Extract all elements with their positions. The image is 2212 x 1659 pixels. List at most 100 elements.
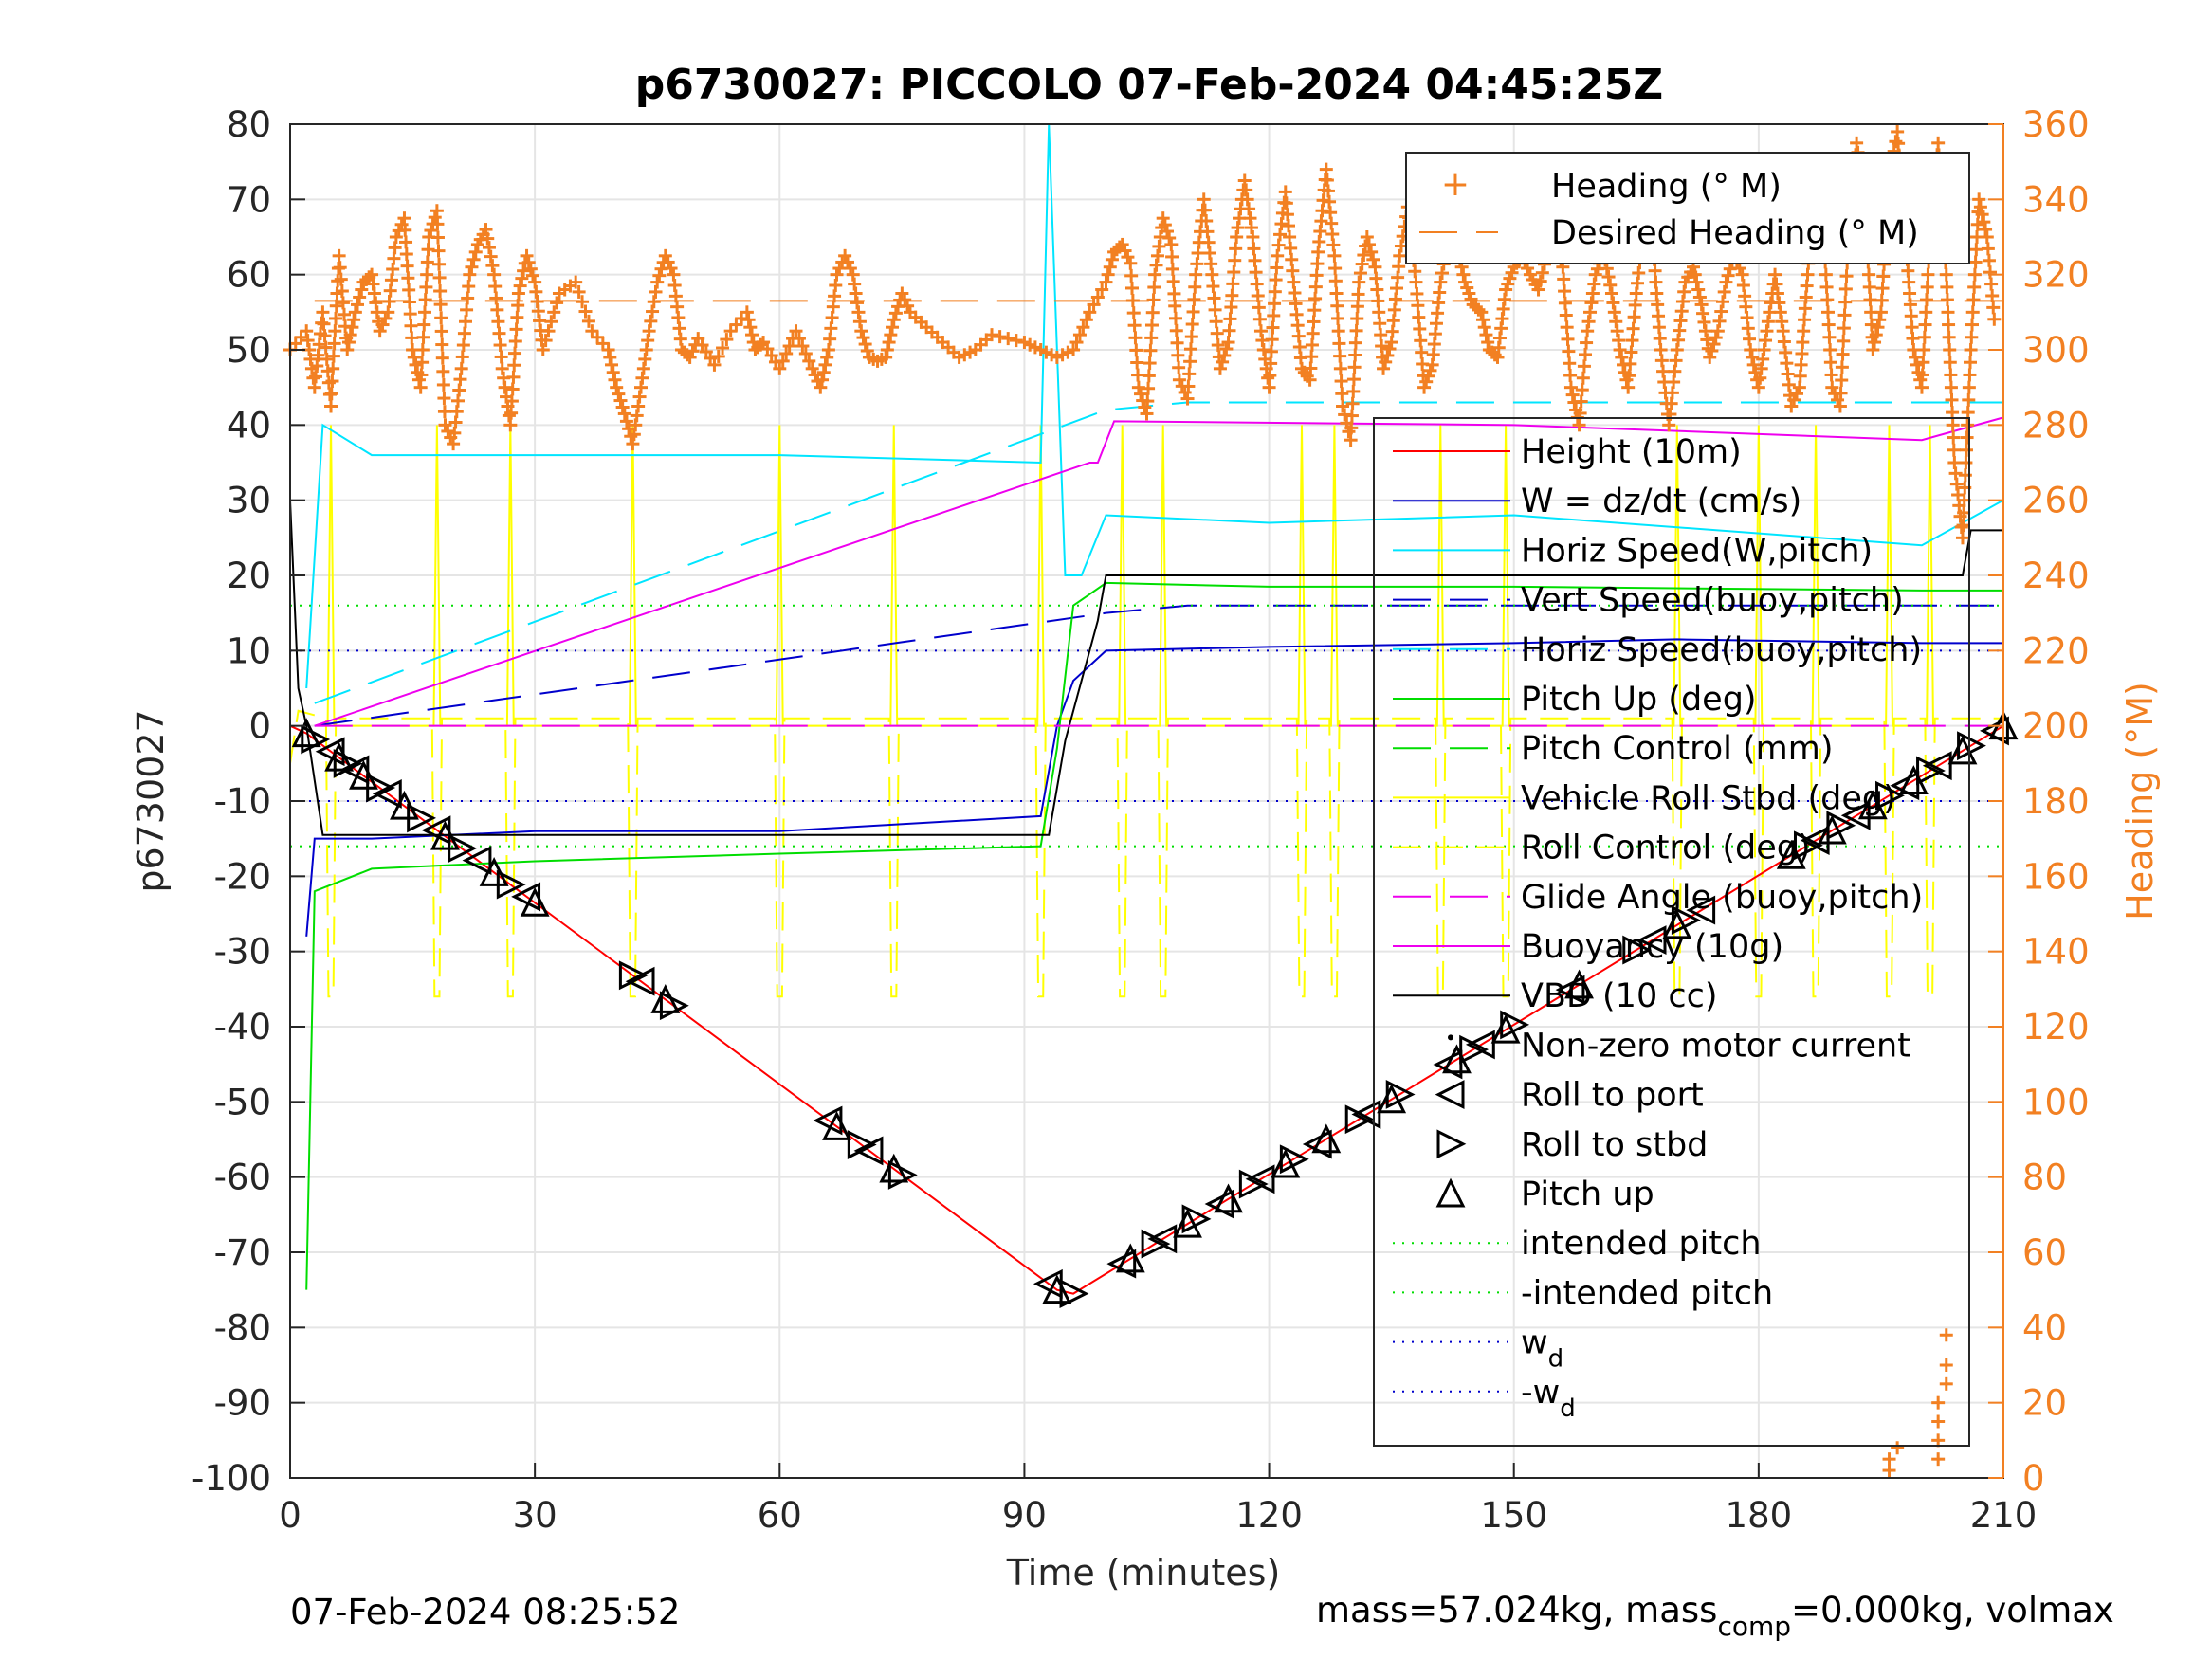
series-line-w-dz-dt-cm-s-	[305, 638, 2003, 937]
footer-timestamp: 07-Feb-2024 08:25:52	[290, 1592, 680, 1632]
y-tick-label: -40	[214, 1007, 271, 1048]
x-tick-label: 120	[1235, 1495, 1303, 1536]
pitch-marker	[1181, 1204, 1212, 1234]
axis-ticks: 0 30 60 90 120 150 180 21080706050403020100-10-…	[192, 104, 2090, 1536]
y2-tick-label: 340	[2022, 179, 2090, 220]
pitch-marker	[1115, 1243, 1145, 1273]
y-tick-label: 40	[227, 405, 271, 446]
pitch-marker	[366, 773, 396, 803]
legend-label: wd	[1521, 1324, 1563, 1374]
pitch-marker	[1826, 811, 1856, 841]
y2-tick-label: 0	[2022, 1458, 2045, 1499]
y-tick-label: 60	[227, 255, 271, 296]
pitch-marker	[847, 1130, 877, 1159]
pitch-marker	[1245, 1164, 1275, 1194]
y-tick-label: -100	[192, 1458, 271, 1499]
y2-tick-label: 100	[2022, 1082, 2090, 1122]
pitch-marker	[822, 1111, 851, 1140]
series-line-horiz-speed-w-pitch-	[305, 123, 2004, 689]
pitch-marker	[1662, 909, 1692, 939]
plot-area	[283, 123, 2019, 1478]
y-tick-label: -50	[214, 1082, 271, 1122]
legend-label: -intended pitch	[1521, 1274, 1773, 1312]
pitch-marker	[462, 846, 492, 876]
y-tick-label: -10	[214, 781, 271, 822]
x-tick-label: 150	[1480, 1495, 1547, 1536]
footer-mass: mass=57.024kg, masscomp=0.000kg, volmax	[1316, 1590, 2114, 1642]
y-tick-label: -30	[214, 932, 271, 973]
legend-label-sub: d	[1548, 1345, 1564, 1374]
legend-label-base: w	[1521, 1324, 1548, 1362]
pitch-marker	[659, 991, 689, 1021]
pitch-marker	[448, 833, 478, 864]
x-tick-label: 60	[758, 1495, 802, 1536]
y2-tick-label: 220	[2022, 630, 2090, 671]
pitch-marker	[496, 869, 526, 900]
pitch-marker	[1377, 1084, 1407, 1114]
pitch-marker	[1686, 895, 1716, 925]
pitch-marker	[853, 1136, 884, 1166]
legend-label: Horiz Speed(buoy,pitch)	[1521, 631, 1922, 669]
y2-tick-label: 60	[2022, 1232, 2067, 1273]
legend-label: Buoyancy (10g)	[1521, 928, 1783, 966]
pitch-marker	[1059, 1279, 1089, 1309]
y2-tick-label: 120	[2022, 1007, 2090, 1048]
legend-label: Vehicle Roll Stbd (deg)	[1521, 779, 1896, 817]
main-legend: Height (10m) W = dz/dt (cm/s) Horiz Speed(…	[1373, 417, 1970, 1447]
pitch-marker	[1173, 1208, 1202, 1238]
pitch-marker	[1875, 780, 1905, 811]
desired-heading-legend-label: Desired Heading (° M)	[1551, 214, 1919, 252]
legend-label: intended pitch	[1521, 1225, 1762, 1263]
pitch-marker	[1271, 1148, 1301, 1178]
y-tick-label: 0	[248, 706, 271, 747]
pitch-marker	[1817, 814, 1847, 845]
y2-tick-label: 260	[2022, 481, 2090, 521]
y-tick-label: 30	[227, 481, 271, 521]
footer-mass-sub: comp	[1717, 1611, 1791, 1642]
series-line-roll-control	[289, 709, 2003, 998]
pitch-marker	[1636, 925, 1667, 956]
y2-tick-label: 240	[2022, 556, 2090, 596]
y2-tick-label: 200	[2022, 706, 2090, 747]
pitch-marker	[1147, 1224, 1178, 1254]
pitch-marker	[1840, 800, 1871, 830]
legend-label: Horiz Speed(W,pitch)	[1521, 532, 1873, 570]
legend-label: -wd	[1521, 1374, 1576, 1423]
pitch-marker	[301, 724, 331, 755]
legend-label: Pitch Control (mm)	[1521, 730, 1833, 768]
y2-tick-label: 180	[2022, 781, 2090, 822]
pitch-marker	[1800, 826, 1830, 855]
pitch-marker	[1279, 1144, 1309, 1175]
x-tick-label: 30	[513, 1495, 558, 1536]
y-axis-title: p6730027	[130, 709, 172, 892]
y2-tick-label: 140	[2022, 932, 2090, 973]
x-tick-label: 180	[1726, 1495, 1793, 1536]
legend-label: Vert Speed(buoy,pitch)	[1521, 582, 1904, 620]
pitch-marker	[1957, 731, 1986, 761]
pitch-marker	[1671, 905, 1701, 936]
y2-tick-label: 160	[2022, 856, 2090, 897]
pitch-marker	[618, 960, 649, 991]
legend-label: Pitch Up (deg)	[1521, 681, 1757, 719]
pitch-marker	[1490, 1013, 1521, 1044]
pitch-marker	[887, 1159, 918, 1190]
pitch-marker	[372, 778, 402, 809]
legend-label: Non-zero motor current	[1521, 1027, 1910, 1065]
y-tick-label: 50	[227, 330, 271, 371]
pitch-marker	[1564, 969, 1594, 999]
legend-marker	[1436, 1129, 1467, 1159]
pitch-marker	[1500, 1010, 1530, 1040]
y2-tick-label: 40	[2022, 1307, 2067, 1348]
y2-tick-label: 20	[2022, 1383, 2067, 1424]
legend-label: Pitch up	[1521, 1176, 1654, 1213]
legend-label: Glide Angle (buoy,pitch)	[1521, 879, 1923, 917]
legend-label: VBD (10 cc)	[1521, 977, 1718, 1015]
legend-label-sub: d	[1560, 1395, 1576, 1423]
legend-marker	[1435, 1080, 1465, 1110]
pitch-marker	[520, 886, 550, 917]
pitch-marker	[1042, 1274, 1072, 1304]
legend-label: Roll Control (deg)	[1521, 830, 1811, 867]
pitch-marker	[1351, 1100, 1381, 1129]
legend-label: Roll to port	[1521, 1077, 1704, 1115]
